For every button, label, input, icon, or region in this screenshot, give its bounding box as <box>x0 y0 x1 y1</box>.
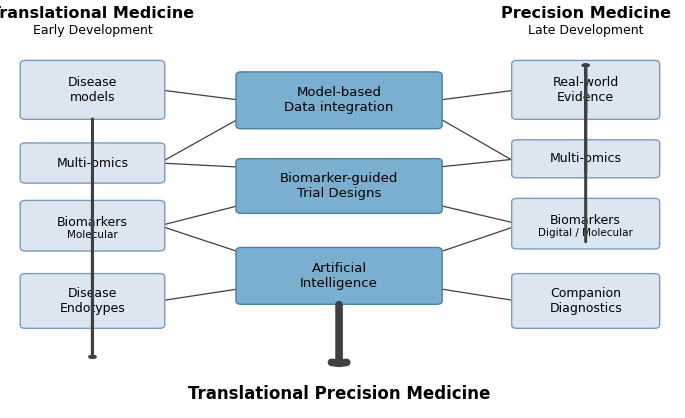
Text: Model-based
Data integration: Model-based Data integration <box>284 87 394 114</box>
FancyBboxPatch shape <box>21 201 164 251</box>
Text: Real-world
Evidence: Real-world Evidence <box>553 76 619 104</box>
Text: Translational Precision Medicine: Translational Precision Medicine <box>188 385 490 403</box>
Text: Companion
Diagnostics: Companion Diagnostics <box>549 287 622 315</box>
FancyBboxPatch shape <box>512 140 660 178</box>
Text: Digital / Molecular: Digital / Molecular <box>538 228 633 238</box>
FancyBboxPatch shape <box>512 273 660 329</box>
Text: Artificial
Intelligence: Artificial Intelligence <box>300 262 378 290</box>
Text: Disease
Endotypes: Disease Endotypes <box>60 287 125 315</box>
FancyBboxPatch shape <box>21 143 164 183</box>
Text: Biomarkers: Biomarkers <box>57 216 128 229</box>
FancyBboxPatch shape <box>512 198 660 249</box>
Text: Disease
models: Disease models <box>68 76 117 104</box>
Text: Early Development: Early Development <box>33 24 152 37</box>
Text: Precision Medicine: Precision Medicine <box>501 6 671 21</box>
FancyBboxPatch shape <box>21 273 164 329</box>
Text: Multi-omics: Multi-omics <box>549 152 622 166</box>
FancyBboxPatch shape <box>236 247 442 304</box>
Text: Molecular: Molecular <box>67 230 118 240</box>
Text: Translational Medicine: Translational Medicine <box>0 6 195 21</box>
Text: Late Development: Late Development <box>528 24 643 37</box>
FancyBboxPatch shape <box>236 158 442 213</box>
FancyBboxPatch shape <box>236 72 442 129</box>
FancyBboxPatch shape <box>21 61 164 120</box>
Text: Multi-omics: Multi-omics <box>56 156 129 170</box>
Text: Biomarkers: Biomarkers <box>550 214 621 227</box>
Text: Biomarker-guided
Trial Designs: Biomarker-guided Trial Designs <box>280 172 398 200</box>
FancyBboxPatch shape <box>512 61 660 120</box>
